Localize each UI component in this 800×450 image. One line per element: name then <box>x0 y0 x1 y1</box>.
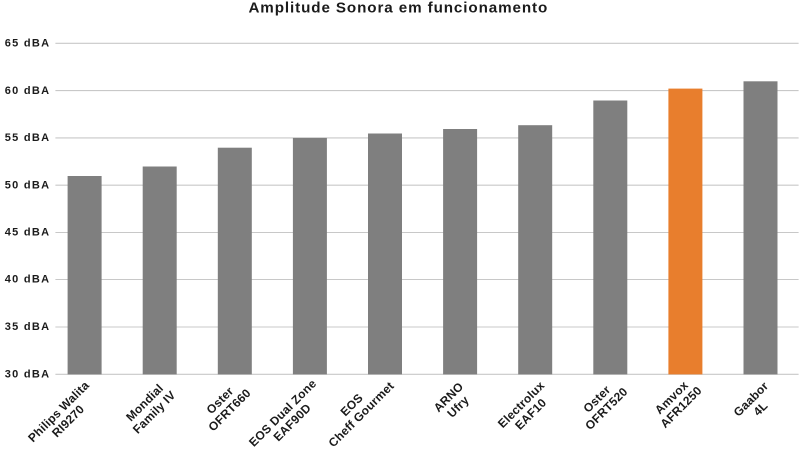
svg-text:Amplitude Sonora em funcioname: Amplitude Sonora em funcionamento <box>248 0 548 17</box>
svg-text:30 dBA: 30 dBA <box>5 369 51 381</box>
svg-text:55 dBA: 55 dBA <box>5 132 51 144</box>
svg-text:65 dBA: 65 dBA <box>5 38 51 50</box>
svg-text:40 dBA: 40 dBA <box>5 274 51 286</box>
svg-text:35 dBA: 35 dBA <box>5 321 51 333</box>
svg-text:50 dBA: 50 dBA <box>5 179 51 191</box>
svg-text:45 dBA: 45 dBA <box>5 227 51 239</box>
svg-text:60 dBA: 60 dBA <box>5 85 51 97</box>
